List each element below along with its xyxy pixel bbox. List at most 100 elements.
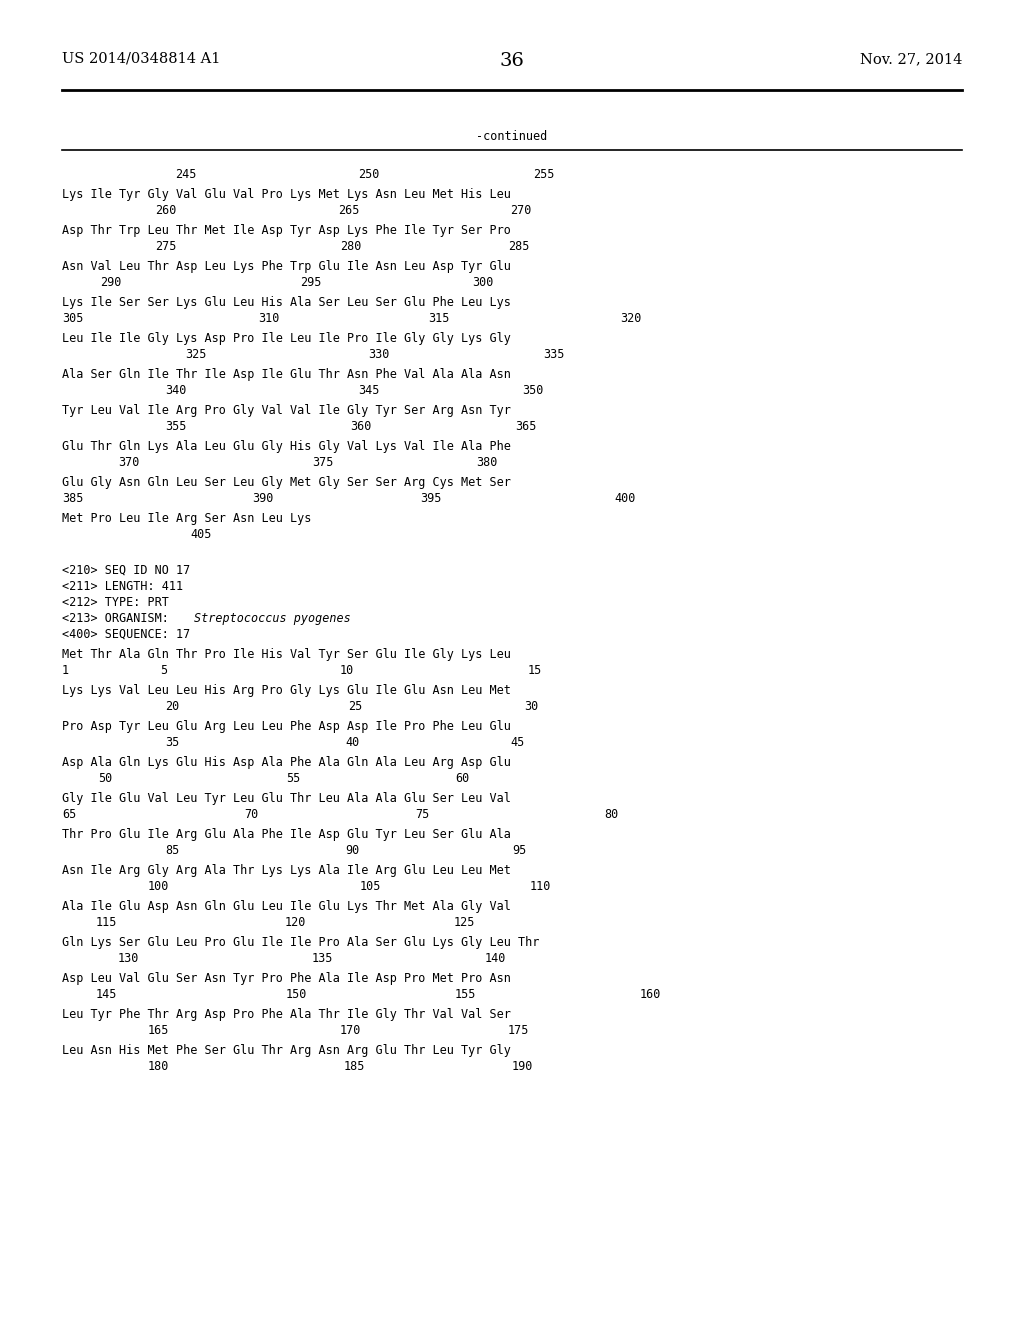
Text: Met Pro Leu Ile Arg Ser Asn Leu Lys: Met Pro Leu Ile Arg Ser Asn Leu Lys <box>62 512 311 525</box>
Text: Asn Val Leu Thr Asp Leu Lys Phe Trp Glu Ile Asn Leu Asp Tyr Glu: Asn Val Leu Thr Asp Leu Lys Phe Trp Glu … <box>62 260 511 273</box>
Text: 175: 175 <box>508 1024 529 1038</box>
Text: 105: 105 <box>360 880 381 894</box>
Text: 65: 65 <box>62 808 76 821</box>
Text: 145: 145 <box>96 987 118 1001</box>
Text: Nov. 27, 2014: Nov. 27, 2014 <box>859 51 962 66</box>
Text: 45: 45 <box>510 737 524 748</box>
Text: Ala Ser Gln Ile Thr Ile Asp Ile Glu Thr Asn Phe Val Ala Ala Asn: Ala Ser Gln Ile Thr Ile Asp Ile Glu Thr … <box>62 368 511 381</box>
Text: 35: 35 <box>165 737 179 748</box>
Text: 285: 285 <box>508 240 529 253</box>
Text: Asp Ala Gln Lys Glu His Asp Ala Phe Ala Gln Ala Leu Arg Asp Glu: Asp Ala Gln Lys Glu His Asp Ala Phe Ala … <box>62 756 511 770</box>
Text: 265: 265 <box>338 205 359 216</box>
Text: 25: 25 <box>348 700 362 713</box>
Text: 155: 155 <box>455 987 476 1001</box>
Text: Leu Asn His Met Phe Ser Glu Thr Arg Asn Arg Glu Thr Leu Tyr Gly: Leu Asn His Met Phe Ser Glu Thr Arg Asn … <box>62 1044 511 1057</box>
Text: 80: 80 <box>604 808 618 821</box>
Text: <211> LENGTH: 411: <211> LENGTH: 411 <box>62 579 183 593</box>
Text: 295: 295 <box>300 276 322 289</box>
Text: 305: 305 <box>62 312 83 325</box>
Text: <400> SEQUENCE: 17: <400> SEQUENCE: 17 <box>62 628 190 642</box>
Text: 250: 250 <box>358 168 379 181</box>
Text: Lys Ile Ser Ser Lys Glu Leu His Ala Ser Leu Ser Glu Phe Leu Lys: Lys Ile Ser Ser Lys Glu Leu His Ala Ser … <box>62 296 511 309</box>
Text: 125: 125 <box>454 916 475 929</box>
Text: Lys Ile Tyr Gly Val Glu Val Pro Lys Met Lys Asn Leu Met His Leu: Lys Ile Tyr Gly Val Glu Val Pro Lys Met … <box>62 187 511 201</box>
Text: 370: 370 <box>118 455 139 469</box>
Text: <213> ORGANISM:: <213> ORGANISM: <box>62 612 176 624</box>
Text: Gln Lys Ser Glu Leu Pro Glu Ile Ile Pro Ala Ser Glu Lys Gly Leu Thr: Gln Lys Ser Glu Leu Pro Glu Ile Ile Pro … <box>62 936 540 949</box>
Text: 290: 290 <box>100 276 122 289</box>
Text: Asp Leu Val Glu Ser Asn Tyr Pro Phe Ala Ile Asp Pro Met Pro Asn: Asp Leu Val Glu Ser Asn Tyr Pro Phe Ala … <box>62 972 511 985</box>
Text: 150: 150 <box>286 987 307 1001</box>
Text: 310: 310 <box>258 312 280 325</box>
Text: Gly Ile Glu Val Leu Tyr Leu Glu Thr Leu Ala Ala Glu Ser Leu Val: Gly Ile Glu Val Leu Tyr Leu Glu Thr Leu … <box>62 792 511 805</box>
Text: 260: 260 <box>155 205 176 216</box>
Text: 90: 90 <box>345 843 359 857</box>
Text: 405: 405 <box>190 528 211 541</box>
Text: 270: 270 <box>510 205 531 216</box>
Text: 75: 75 <box>415 808 429 821</box>
Text: -continued: -continued <box>476 129 548 143</box>
Text: <210> SEQ ID NO 17: <210> SEQ ID NO 17 <box>62 564 190 577</box>
Text: Asp Thr Trp Leu Thr Met Ile Asp Tyr Asp Lys Phe Ile Tyr Ser Pro: Asp Thr Trp Leu Thr Met Ile Asp Tyr Asp … <box>62 224 511 238</box>
Text: 275: 275 <box>155 240 176 253</box>
Text: 365: 365 <box>515 420 537 433</box>
Text: 120: 120 <box>285 916 306 929</box>
Text: Met Thr Ala Gln Thr Pro Ile His Val Tyr Ser Glu Ile Gly Lys Leu: Met Thr Ala Gln Thr Pro Ile His Val Tyr … <box>62 648 511 661</box>
Text: 315: 315 <box>428 312 450 325</box>
Text: 320: 320 <box>620 312 641 325</box>
Text: US 2014/0348814 A1: US 2014/0348814 A1 <box>62 51 220 66</box>
Text: Ala Ile Glu Asp Asn Gln Glu Leu Ile Glu Lys Thr Met Ala Gly Val: Ala Ile Glu Asp Asn Gln Glu Leu Ile Glu … <box>62 900 511 913</box>
Text: Thr Pro Glu Ile Arg Glu Ala Phe Ile Asp Glu Tyr Leu Ser Glu Ala: Thr Pro Glu Ile Arg Glu Ala Phe Ile Asp … <box>62 828 511 841</box>
Text: 385: 385 <box>62 492 83 506</box>
Text: Asn Ile Arg Gly Arg Ala Thr Lys Lys Ala Ile Arg Glu Leu Leu Met: Asn Ile Arg Gly Arg Ala Thr Lys Lys Ala … <box>62 865 511 876</box>
Text: 165: 165 <box>148 1024 169 1038</box>
Text: Glu Thr Gln Lys Ala Leu Glu Gly His Gly Val Lys Val Ile Ala Phe: Glu Thr Gln Lys Ala Leu Glu Gly His Gly … <box>62 440 511 453</box>
Text: 395: 395 <box>420 492 441 506</box>
Text: 375: 375 <box>312 455 334 469</box>
Text: 300: 300 <box>472 276 494 289</box>
Text: 30: 30 <box>524 700 539 713</box>
Text: Streptococcus pyogenes: Streptococcus pyogenes <box>194 612 351 624</box>
Text: 355: 355 <box>165 420 186 433</box>
Text: Tyr Leu Val Ile Arg Pro Gly Val Val Ile Gly Tyr Ser Arg Asn Tyr: Tyr Leu Val Ile Arg Pro Gly Val Val Ile … <box>62 404 511 417</box>
Text: 5: 5 <box>160 664 167 677</box>
Text: 345: 345 <box>358 384 379 397</box>
Text: 36: 36 <box>500 51 524 70</box>
Text: 1: 1 <box>62 664 70 677</box>
Text: 15: 15 <box>528 664 543 677</box>
Text: 400: 400 <box>614 492 635 506</box>
Text: 255: 255 <box>534 168 554 181</box>
Text: 40: 40 <box>345 737 359 748</box>
Text: 245: 245 <box>175 168 197 181</box>
Text: 380: 380 <box>476 455 498 469</box>
Text: 70: 70 <box>244 808 258 821</box>
Text: 325: 325 <box>185 348 207 360</box>
Text: 330: 330 <box>368 348 389 360</box>
Text: 135: 135 <box>312 952 334 965</box>
Text: Lys Lys Val Leu Leu His Arg Pro Gly Lys Glu Ile Glu Asn Leu Met: Lys Lys Val Leu Leu His Arg Pro Gly Lys … <box>62 684 511 697</box>
Text: 170: 170 <box>340 1024 361 1038</box>
Text: 60: 60 <box>455 772 469 785</box>
Text: 360: 360 <box>350 420 372 433</box>
Text: 280: 280 <box>340 240 361 253</box>
Text: <212> TYPE: PRT: <212> TYPE: PRT <box>62 597 169 609</box>
Text: 350: 350 <box>522 384 544 397</box>
Text: Leu Tyr Phe Thr Arg Asp Pro Phe Ala Thr Ile Gly Thr Val Val Ser: Leu Tyr Phe Thr Arg Asp Pro Phe Ala Thr … <box>62 1008 511 1020</box>
Text: 190: 190 <box>512 1060 534 1073</box>
Text: 335: 335 <box>543 348 564 360</box>
Text: Glu Gly Asn Gln Leu Ser Leu Gly Met Gly Ser Ser Arg Cys Met Ser: Glu Gly Asn Gln Leu Ser Leu Gly Met Gly … <box>62 477 511 488</box>
Text: 110: 110 <box>530 880 551 894</box>
Text: 160: 160 <box>640 987 662 1001</box>
Text: 390: 390 <box>252 492 273 506</box>
Text: 95: 95 <box>512 843 526 857</box>
Text: 85: 85 <box>165 843 179 857</box>
Text: Pro Asp Tyr Leu Glu Arg Leu Leu Phe Asp Asp Ile Pro Phe Leu Glu: Pro Asp Tyr Leu Glu Arg Leu Leu Phe Asp … <box>62 719 511 733</box>
Text: 50: 50 <box>98 772 113 785</box>
Text: 20: 20 <box>165 700 179 713</box>
Text: 10: 10 <box>340 664 354 677</box>
Text: 140: 140 <box>485 952 507 965</box>
Text: Leu Ile Ile Gly Lys Asp Pro Ile Leu Ile Pro Ile Gly Gly Lys Gly: Leu Ile Ile Gly Lys Asp Pro Ile Leu Ile … <box>62 333 511 345</box>
Text: 130: 130 <box>118 952 139 965</box>
Text: 55: 55 <box>286 772 300 785</box>
Text: 115: 115 <box>96 916 118 929</box>
